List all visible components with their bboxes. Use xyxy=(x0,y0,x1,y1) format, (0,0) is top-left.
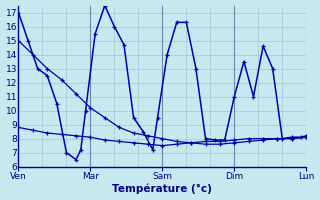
X-axis label: Température (°c): Température (°c) xyxy=(112,184,212,194)
